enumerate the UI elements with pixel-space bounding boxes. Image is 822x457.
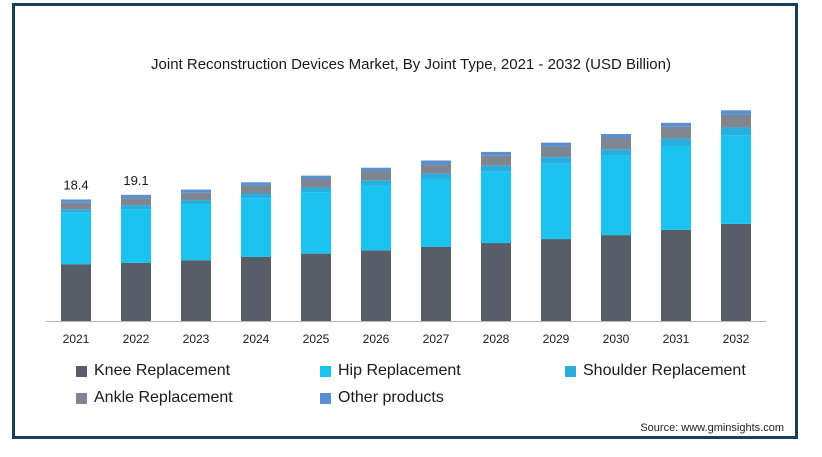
bar-segment-knee-replacement-2025 bbox=[301, 253, 331, 321]
x-tick-label-2026: 2026 bbox=[363, 332, 390, 346]
bar-segment-ankle-replacement-2027 bbox=[421, 164, 451, 174]
bar-segment-hip-replacement-2029 bbox=[541, 163, 571, 240]
legend-item-hip: Hip Replacement bbox=[320, 362, 461, 380]
bar-segment-shoulder-replacement-2030 bbox=[601, 149, 631, 156]
bar-segment-shoulder-replacement-2031 bbox=[661, 138, 691, 146]
bar-segment-shoulder-replacement-2024 bbox=[241, 193, 271, 199]
chart-legend: Knee Replacement Hip Replacement Shoulde… bbox=[62, 362, 762, 412]
legend-swatch bbox=[76, 392, 87, 404]
legend-swatch bbox=[320, 365, 331, 377]
bar-segment-other-products-2021 bbox=[61, 199, 91, 203]
x-tick-label-2021: 2021 bbox=[63, 332, 90, 346]
bar-segment-shoulder-replacement-2023 bbox=[181, 200, 211, 205]
bar-segment-hip-replacement-2032 bbox=[721, 135, 751, 224]
x-tick-label-2028: 2028 bbox=[483, 332, 510, 346]
x-tick-label-2023: 2023 bbox=[183, 332, 210, 346]
legend-swatch bbox=[565, 365, 576, 377]
bar-segment-shoulder-replacement-2028 bbox=[481, 165, 511, 172]
bar-segment-knee-replacement-2029 bbox=[541, 239, 571, 321]
bar-segment-ankle-replacement-2021 bbox=[61, 202, 91, 210]
bar-segment-other-products-2025 bbox=[301, 175, 331, 179]
legend-label: Shoulder Replacement bbox=[583, 362, 746, 379]
bar-segment-ankle-replacement-2025 bbox=[301, 178, 331, 188]
bar-segment-knee-replacement-2023 bbox=[181, 260, 211, 321]
bar-segment-ankle-replacement-2024 bbox=[241, 185, 271, 194]
legend-swatch bbox=[320, 392, 331, 404]
bar-segment-hip-replacement-2028 bbox=[481, 171, 511, 244]
bar-segment-knee-replacement-2030 bbox=[601, 235, 631, 321]
legend-label: Knee Replacement bbox=[94, 362, 231, 379]
bar-segment-shoulder-replacement-2032 bbox=[721, 127, 751, 136]
bar-segment-other-products-2026 bbox=[361, 167, 391, 172]
x-tick-label-2027: 2027 bbox=[423, 332, 450, 346]
data-label-2022: 19.1 bbox=[123, 173, 148, 188]
legend-label: Other products bbox=[338, 389, 444, 406]
bar-segment-hip-replacement-2024 bbox=[241, 198, 271, 257]
bar-segment-hip-replacement-2022 bbox=[121, 209, 151, 263]
bar-segment-ankle-replacement-2026 bbox=[361, 171, 391, 181]
legend-swatch bbox=[76, 365, 87, 377]
bar-segment-knee-replacement-2028 bbox=[481, 243, 511, 321]
bar-segment-shoulder-replacement-2025 bbox=[301, 187, 331, 193]
bar-segment-knee-replacement-2026 bbox=[361, 250, 391, 321]
bar-segment-ankle-replacement-2032 bbox=[721, 114, 751, 128]
bar-segment-hip-replacement-2026 bbox=[361, 185, 391, 251]
bar-segment-other-products-2028 bbox=[481, 151, 511, 156]
data-label-2021: 18.4 bbox=[63, 177, 88, 192]
bar-segment-knee-replacement-2032 bbox=[721, 223, 751, 321]
bar-segment-hip-replacement-2027 bbox=[421, 178, 451, 248]
bar-segment-knee-replacement-2022 bbox=[121, 262, 151, 321]
stacked-bar-chart: 2021 18.4 2022 19.1 2023 2024 2025 2026 2027 2028… bbox=[46, 110, 766, 346]
bar-segment-hip-replacement-2021 bbox=[61, 212, 91, 265]
bar-segment-shoulder-replacement-2029 bbox=[541, 157, 571, 164]
bar-segment-knee-replacement-2021 bbox=[61, 264, 91, 321]
bar-segment-hip-replacement-2031 bbox=[661, 145, 691, 230]
bar-segment-hip-replacement-2030 bbox=[601, 155, 631, 236]
bar-segment-knee-replacement-2027 bbox=[421, 247, 451, 321]
bar-segment-hip-replacement-2025 bbox=[301, 192, 331, 254]
bar-segment-other-products-2022 bbox=[121, 194, 151, 199]
legend-item-shoulder: Shoulder Replacement bbox=[565, 362, 746, 380]
x-tick-label-2024: 2024 bbox=[243, 332, 270, 346]
bar-segment-other-products-2031 bbox=[661, 122, 691, 127]
bar-segment-ankle-replacement-2030 bbox=[601, 138, 631, 150]
bar-segment-ankle-replacement-2028 bbox=[481, 155, 511, 166]
bar-segment-ankle-replacement-2031 bbox=[661, 126, 691, 139]
x-tick-label-2030: 2030 bbox=[603, 332, 630, 346]
bar-segment-shoulder-replacement-2022 bbox=[121, 205, 151, 210]
legend-item-ankle: Ankle Replacement bbox=[76, 389, 233, 407]
bar-segment-ankle-replacement-2029 bbox=[541, 146, 571, 158]
legend-item-other: Other products bbox=[320, 389, 444, 407]
bar-segment-shoulder-replacement-2021 bbox=[61, 209, 91, 213]
bar-segment-other-products-2032 bbox=[721, 110, 751, 115]
bar-segment-hip-replacement-2023 bbox=[181, 204, 211, 261]
bar-segment-ankle-replacement-2023 bbox=[181, 192, 211, 201]
legend-label: Hip Replacement bbox=[338, 362, 461, 379]
x-tick-label-2032: 2032 bbox=[723, 332, 750, 346]
x-tick-label-2025: 2025 bbox=[303, 332, 330, 346]
legend-item-knee: Knee Replacement bbox=[76, 362, 230, 380]
bar-segment-other-products-2030 bbox=[601, 134, 631, 139]
x-tick-label-2022: 2022 bbox=[123, 332, 150, 346]
x-tick-label-2029: 2029 bbox=[543, 332, 570, 346]
bar-segment-other-products-2023 bbox=[181, 189, 211, 193]
bar-segment-other-products-2024 bbox=[241, 182, 271, 186]
bar-segment-ankle-replacement-2022 bbox=[121, 198, 151, 206]
bar-segment-knee-replacement-2031 bbox=[661, 229, 691, 321]
legend-label: Ankle Replacement bbox=[94, 389, 233, 406]
bar-segment-shoulder-replacement-2027 bbox=[421, 173, 451, 179]
bar-segment-shoulder-replacement-2026 bbox=[361, 180, 391, 186]
chart-title: Joint Reconstruction Devices Market, By … bbox=[151, 56, 671, 73]
x-tick-label-2031: 2031 bbox=[663, 332, 690, 346]
bar-segment-other-products-2027 bbox=[421, 160, 451, 165]
bar-segment-other-products-2029 bbox=[541, 142, 571, 147]
bar-segment-knee-replacement-2024 bbox=[241, 256, 271, 321]
source-note: Source: www.gminsights.com bbox=[640, 422, 784, 434]
